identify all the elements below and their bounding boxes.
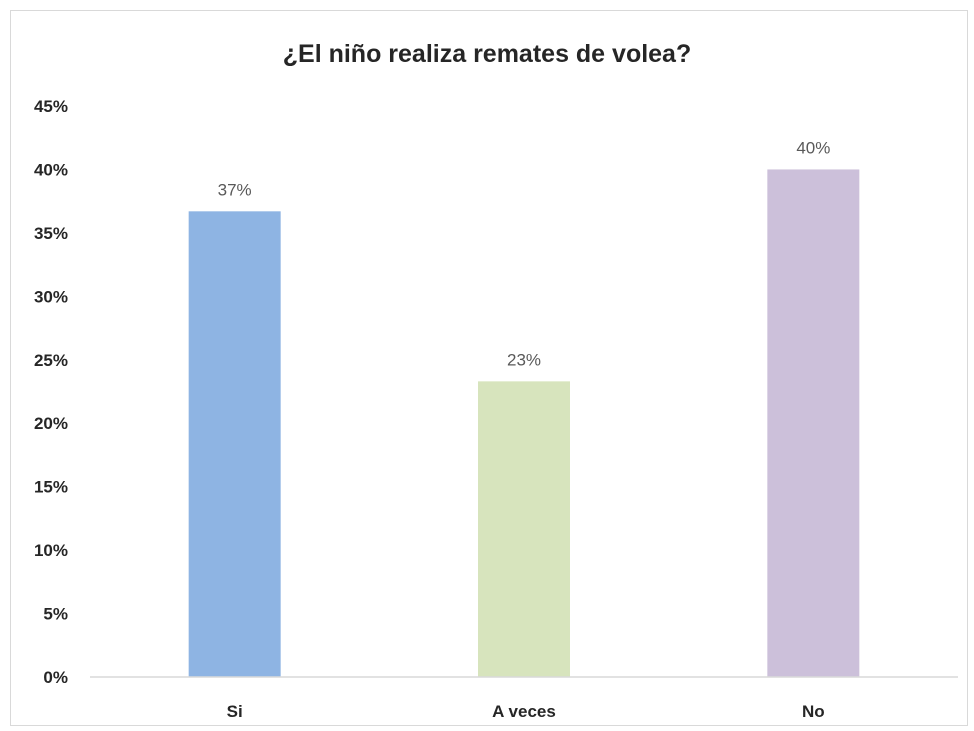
y-tick-label: 25%	[34, 351, 68, 370]
bars: 37% 23% 40%	[188, 138, 860, 677]
data-label: 40%	[796, 138, 830, 157]
chart-title: ¿El niño realiza remates de volea?	[282, 40, 692, 68]
y-tick-label: 15%	[34, 478, 68, 497]
y-axis: 0% 5% 10% 15% 20% 25% 30% 35% 40% 45%	[34, 97, 68, 687]
y-tick-label: 40%	[34, 160, 68, 179]
bar-si	[188, 211, 281, 677]
y-tick-label: 20%	[34, 414, 68, 433]
x-axis: Si A veces No	[90, 676, 958, 721]
data-label: 37%	[218, 180, 252, 199]
y-tick-label: 30%	[34, 287, 68, 306]
data-label: 23%	[507, 350, 541, 369]
bar-a-veces	[478, 381, 570, 677]
y-tick-label: 35%	[34, 224, 68, 243]
y-tick-label: 10%	[34, 541, 68, 560]
bar-no	[767, 169, 860, 677]
y-tick-label: 0%	[43, 668, 68, 687]
x-category-label: No	[802, 702, 825, 721]
x-category-label: Si	[227, 702, 243, 721]
x-category-label: A veces	[492, 702, 556, 721]
y-tick-label: 5%	[43, 605, 68, 624]
y-tick-label: 45%	[34, 97, 68, 116]
